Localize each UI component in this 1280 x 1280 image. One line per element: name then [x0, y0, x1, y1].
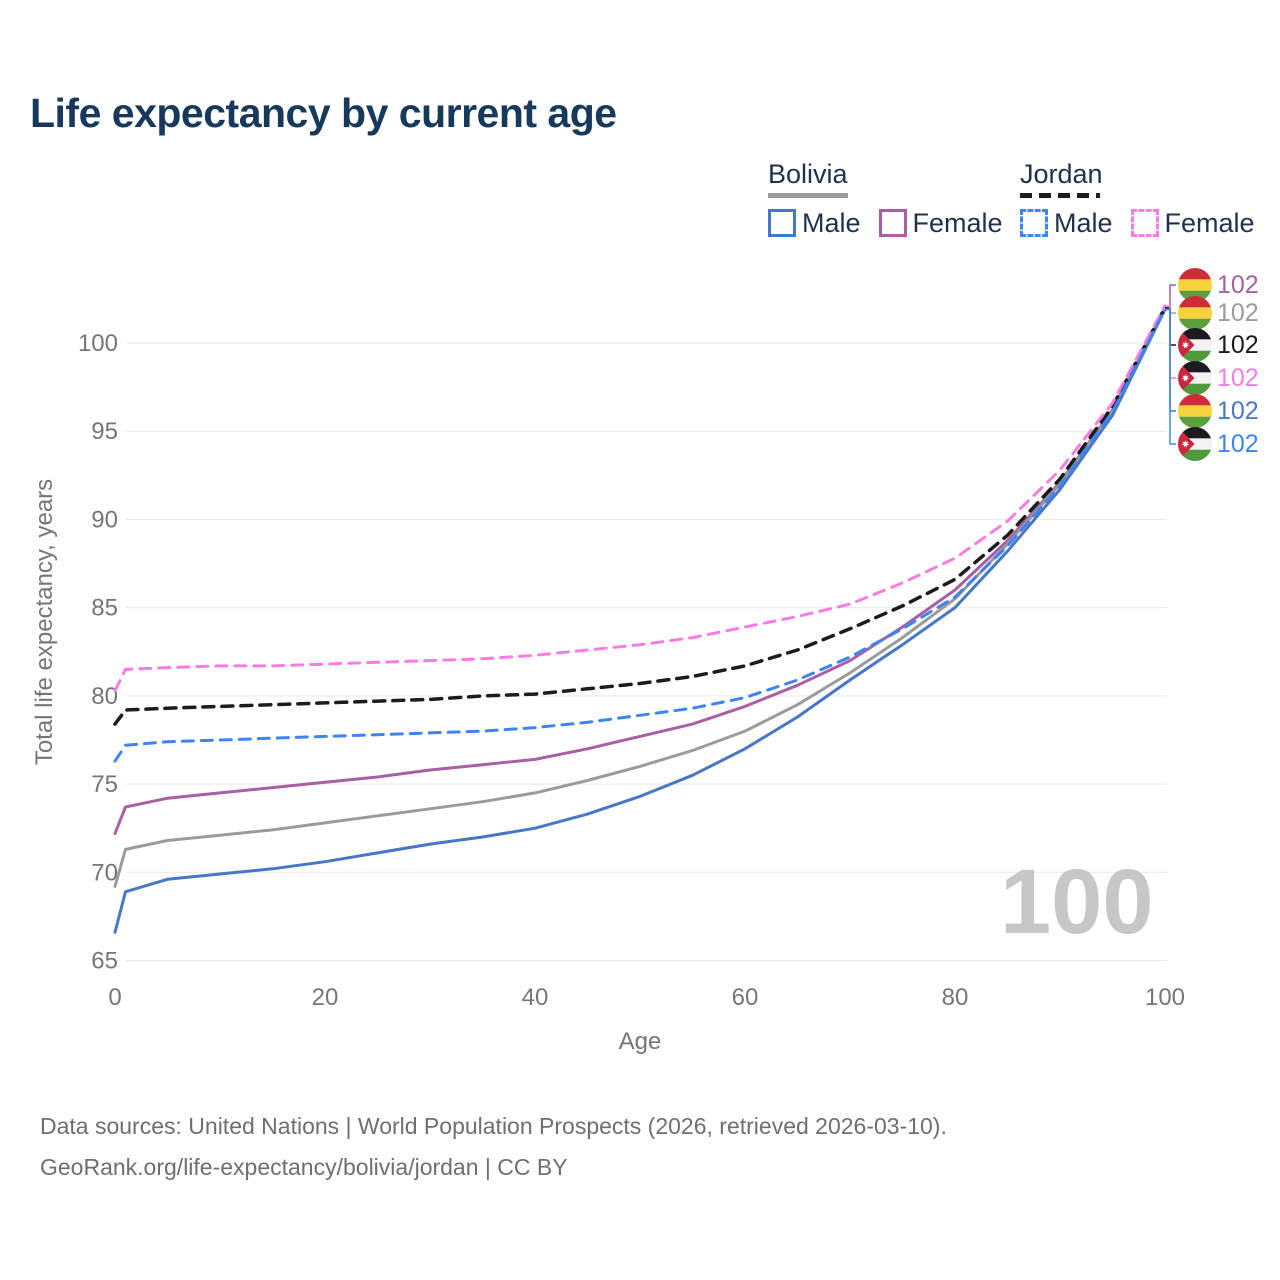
- series-line-jordan-male[interactable]: [113, 308, 1167, 763]
- x-tick-label: 100: [1145, 984, 1185, 1011]
- legend-title-jordan: Jordan: [1020, 159, 1103, 189]
- y-tick-label: 100: [78, 330, 118, 357]
- series-line-bolivia-both[interactable]: [113, 306, 1167, 888]
- end-label-row-bolivia-male[interactable]: 102: [1178, 394, 1259, 428]
- legend-group-bolivia: Bolivia Male Female: [768, 159, 1003, 239]
- footer-sources: Data sources: United Nations | World Pop…: [40, 1113, 947, 1139]
- footer: Data sources: United Nations | World Pop…: [40, 1106, 947, 1189]
- legend-title-bolivia: Bolivia: [768, 159, 848, 189]
- legend-group-jordan: Jordan Male Female: [1020, 159, 1255, 239]
- end-label-connector: [1165, 284, 1176, 309]
- x-tick-label: 20: [312, 984, 339, 1011]
- legend-item-jordan-male[interactable]: Male: [1020, 208, 1113, 239]
- end-value-label: 102: [1217, 364, 1259, 392]
- legend-item-bolivia-female[interactable]: Female: [878, 207, 1003, 239]
- end-value-label: 102: [1217, 299, 1259, 327]
- y-tick-label: 65: [91, 948, 118, 975]
- x-tick-label: 0: [108, 984, 121, 1011]
- legend-item-jordan-female[interactable]: Female: [1130, 207, 1255, 239]
- y-tick-label: 90: [91, 506, 118, 533]
- legend-label: Male: [1054, 207, 1113, 238]
- series-line-bolivia-female[interactable]: [113, 306, 1167, 835]
- footer-attribution: GeoRank.org/life-expectancy/bolivia/jord…: [40, 1154, 568, 1181]
- age-counter-watermark: 100: [1000, 851, 1154, 953]
- legend-label: Female: [1164, 207, 1255, 238]
- legend-item-bolivia-male[interactable]: Male: [768, 208, 861, 239]
- end-label-row-jordan-female[interactable]: 102: [1178, 361, 1259, 395]
- bolivia-flag-icon: [1178, 296, 1212, 330]
- y-tick-label: 95: [91, 418, 118, 445]
- end-value-label: 102: [1217, 397, 1259, 425]
- y-tick-label: 70: [91, 859, 118, 886]
- legend-label: Male: [802, 207, 861, 238]
- y-tick-label: 85: [91, 595, 118, 622]
- end-label-row-jordan-both[interactable]: 102: [1178, 328, 1259, 362]
- y-tick-label: 80: [91, 683, 118, 710]
- jordan-male-swatch: [1020, 209, 1048, 238]
- x-axis-title: Age: [618, 1028, 662, 1055]
- end-label-row-bolivia-both[interactable]: 102: [1178, 296, 1259, 330]
- end-value-label: 102: [1217, 331, 1259, 359]
- series-line-jordan-both[interactable]: [113, 305, 1167, 726]
- x-tick-label: 60: [732, 984, 759, 1011]
- y-axis-title: Total life expectancy, years: [31, 478, 58, 766]
- end-label-connector: [1165, 308, 1176, 445]
- end-value-label: 102: [1217, 430, 1259, 458]
- y-tick-label: 75: [91, 771, 118, 798]
- jordan-flag-icon: [1178, 427, 1212, 461]
- legend-label: Female: [912, 207, 1003, 238]
- bolivia-line-sample: [768, 192, 848, 198]
- jordan-flag-icon: [1178, 361, 1212, 395]
- page-title: Life expectancy by current age: [30, 90, 617, 136]
- series-line-jordan-female[interactable]: [113, 304, 1167, 693]
- series-line-bolivia-male[interactable]: [113, 308, 1167, 934]
- bolivia-female-swatch: [878, 209, 907, 238]
- x-tick-label: 80: [942, 984, 969, 1011]
- x-tick-label: 40: [522, 984, 549, 1011]
- jordan-flag-icon: [1178, 328, 1212, 362]
- jordan-female-swatch: [1130, 209, 1159, 238]
- bolivia-male-swatch: [768, 209, 796, 238]
- end-label-row-jordan-male[interactable]: 102: [1178, 427, 1259, 461]
- bolivia-flag-icon: [1178, 394, 1212, 428]
- end-value-label: 102: [1217, 271, 1259, 299]
- jordan-line-sample: [1020, 192, 1100, 198]
